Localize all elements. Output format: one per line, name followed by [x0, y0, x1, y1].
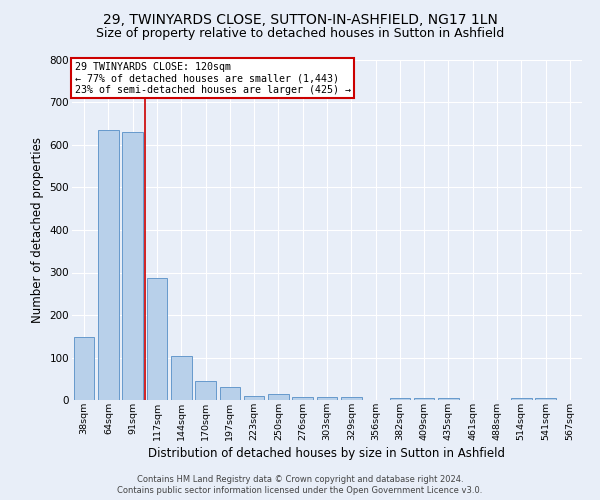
Text: Contains public sector information licensed under the Open Government Licence v3: Contains public sector information licen…: [118, 486, 482, 495]
X-axis label: Distribution of detached houses by size in Sutton in Ashfield: Distribution of detached houses by size …: [149, 447, 505, 460]
Bar: [511, 398, 532, 400]
Text: Size of property relative to detached houses in Sutton in Ashfield: Size of property relative to detached ho…: [96, 28, 504, 40]
Bar: [74, 337, 94, 400]
Bar: [98, 130, 119, 400]
Bar: [220, 387, 240, 400]
Bar: [268, 394, 289, 400]
Bar: [195, 381, 216, 400]
Bar: [341, 396, 362, 400]
Bar: [292, 396, 313, 400]
Y-axis label: Number of detached properties: Number of detached properties: [31, 137, 44, 323]
Bar: [438, 398, 459, 400]
Bar: [389, 398, 410, 400]
Text: 29 TWINYARDS CLOSE: 120sqm
← 77% of detached houses are smaller (1,443)
23% of s: 29 TWINYARDS CLOSE: 120sqm ← 77% of deta…: [74, 62, 350, 95]
Bar: [244, 396, 265, 400]
Bar: [317, 396, 337, 400]
Bar: [122, 132, 143, 400]
Bar: [414, 398, 434, 400]
Bar: [171, 356, 191, 400]
Text: Contains HM Land Registry data © Crown copyright and database right 2024.: Contains HM Land Registry data © Crown c…: [137, 475, 463, 484]
Bar: [146, 278, 167, 400]
Bar: [535, 398, 556, 400]
Text: 29, TWINYARDS CLOSE, SUTTON-IN-ASHFIELD, NG17 1LN: 29, TWINYARDS CLOSE, SUTTON-IN-ASHFIELD,…: [103, 12, 497, 26]
